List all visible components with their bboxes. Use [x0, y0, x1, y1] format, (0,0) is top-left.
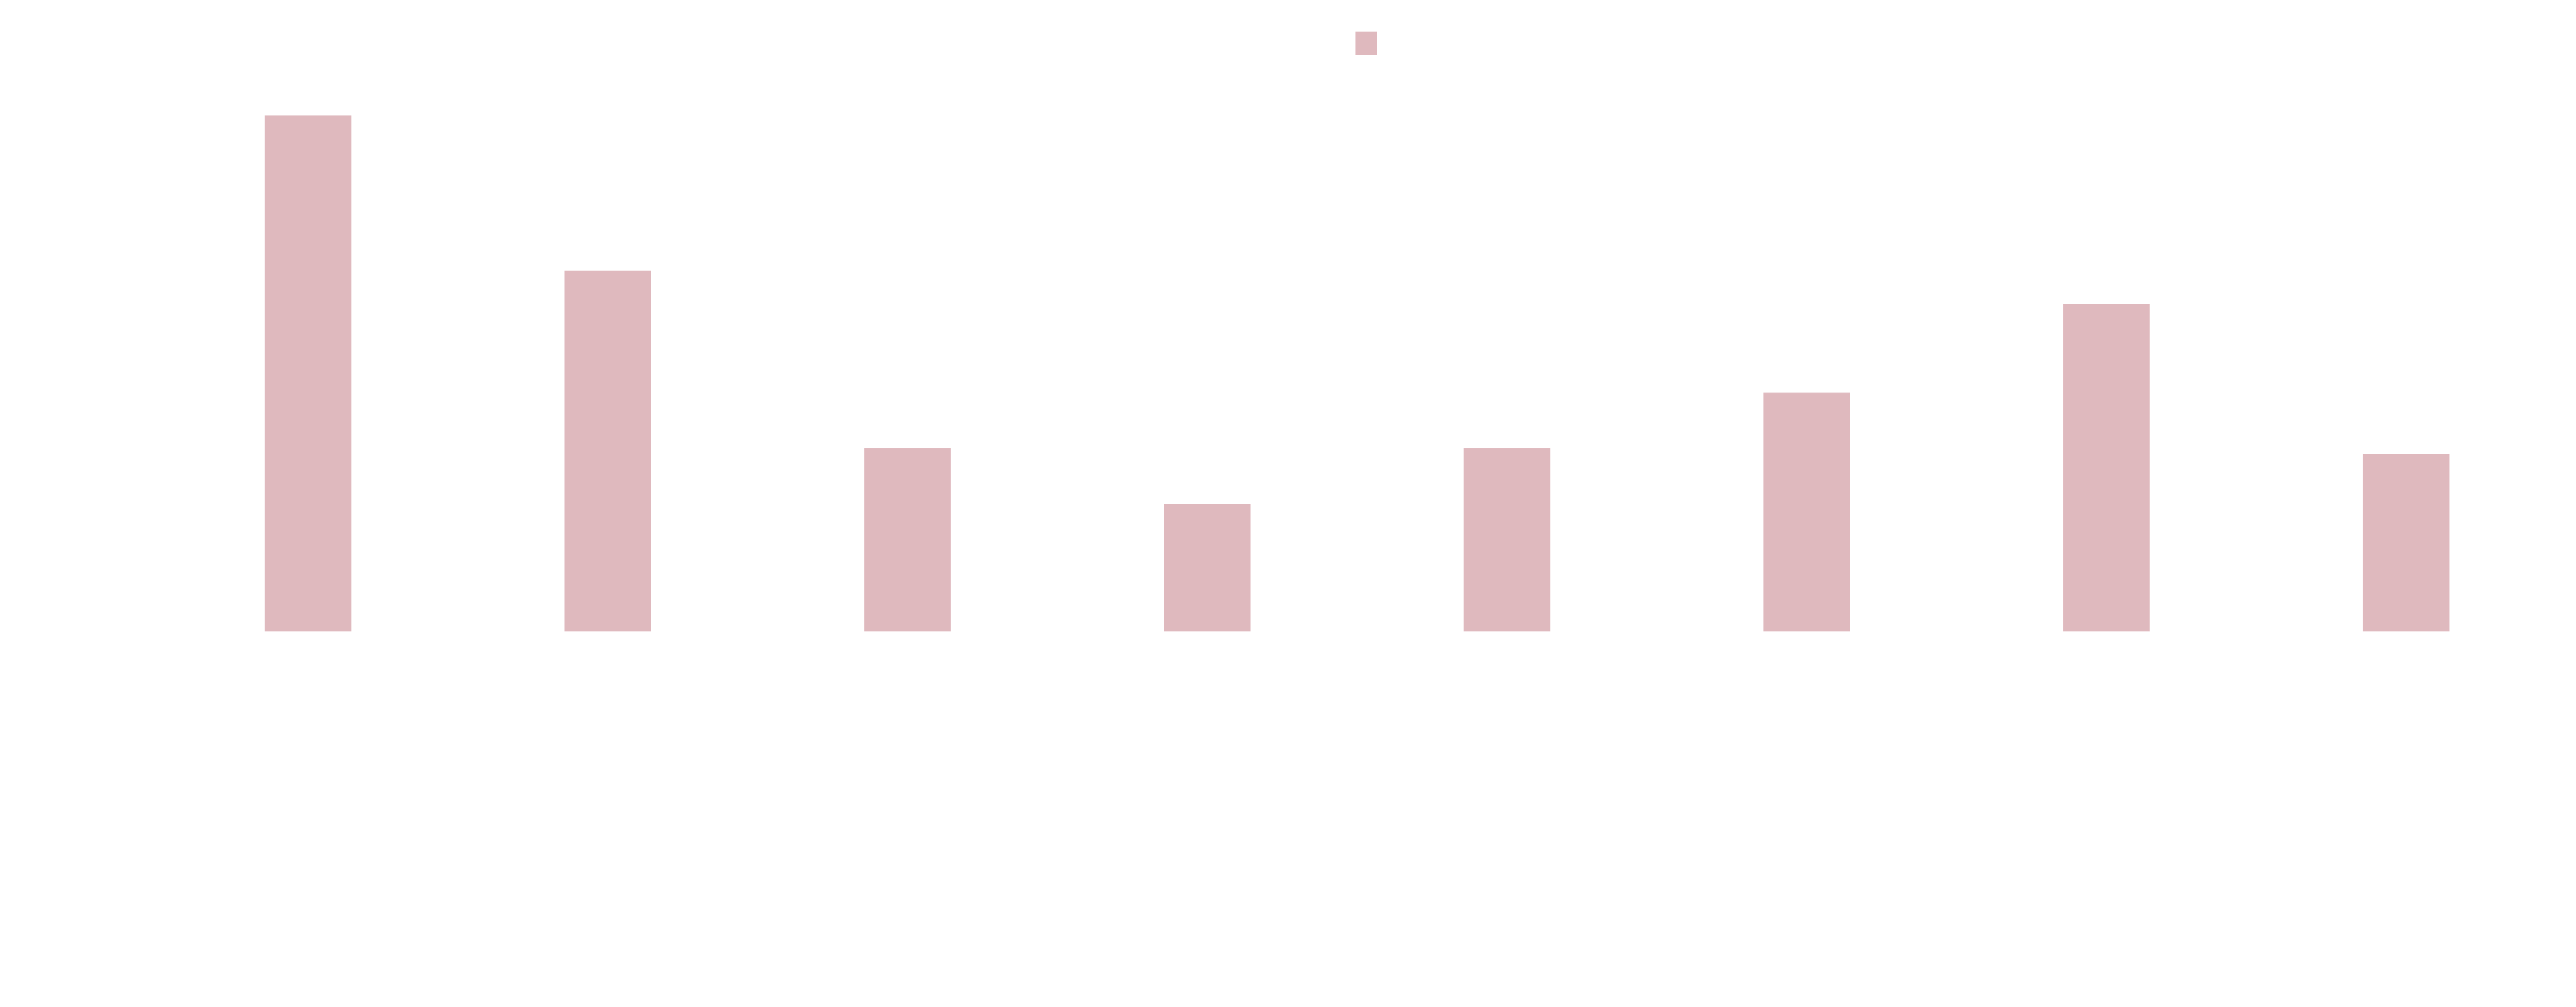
legend-swatch — [1355, 32, 1377, 55]
bar — [564, 271, 651, 631]
bar — [265, 115, 351, 631]
bar — [1464, 448, 1550, 631]
bar — [1763, 392, 1850, 631]
bars-group — [265, 115, 2449, 631]
bar — [2363, 453, 2449, 631]
legend — [1355, 32, 1377, 55]
bar — [2063, 304, 2150, 631]
bar — [1164, 503, 1251, 631]
bar — [864, 448, 951, 631]
